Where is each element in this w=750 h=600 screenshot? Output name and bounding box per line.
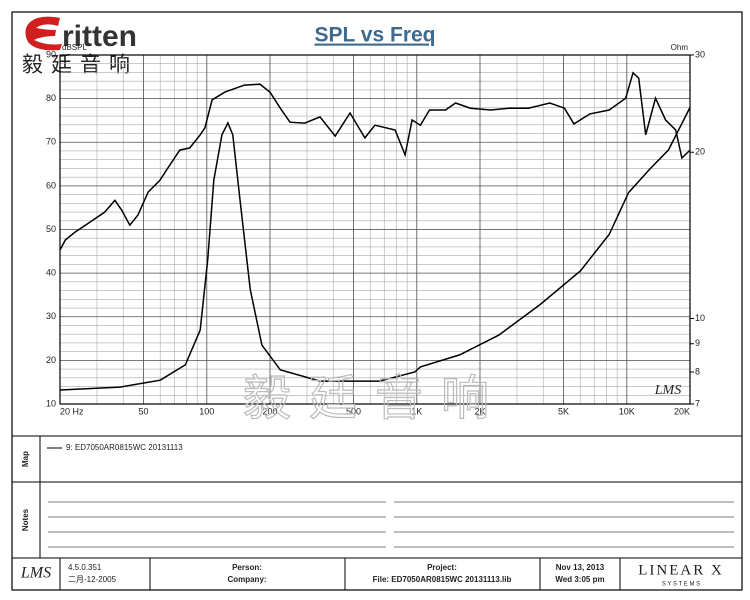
time: Wed 3:05 pm [555, 575, 604, 584]
y-tick-label: 20 [46, 355, 56, 365]
notes-lines [48, 501, 734, 548]
version: 4.5.0.351 [68, 563, 102, 572]
x-tick-label: 10K [619, 406, 635, 416]
person: Person: [232, 563, 262, 572]
y2-axis-label: Ohm [671, 43, 689, 52]
y2-tick-label: 20 [695, 147, 705, 157]
y-tick-label: 90 [46, 49, 56, 59]
chart-title: SPL vs Freq [315, 24, 436, 47]
logo-mark [25, 16, 62, 51]
legend-entry: 9: ED7050AR0815WC 20131113 [66, 443, 183, 452]
y-tick-label: 50 [46, 224, 56, 234]
date: Nov 13, 2013 [556, 563, 605, 572]
company: Company: [227, 575, 266, 584]
build-date: 二月-12-2005 [68, 575, 117, 584]
series-line [59, 71, 691, 251]
y-tick-label: 10 [46, 398, 56, 408]
y2-tick-label: 10 [695, 313, 705, 323]
logo-text: ritten [62, 20, 137, 53]
plot-frame [59, 54, 691, 405]
y-axis-label: dBSPL [62, 43, 87, 52]
y2-tick-label: 7 [695, 398, 700, 408]
x-tick-label: 50 [139, 406, 149, 416]
footer-logo: LMS [20, 565, 51, 582]
y-tick-label: 70 [46, 137, 56, 147]
x-tick-label: 20 Hz [60, 406, 84, 416]
project: Project: [427, 563, 457, 572]
y2-tick-label: 8 [695, 366, 700, 376]
logo-chinese: 毅廷音响 [22, 54, 138, 77]
notes-label: Notes [21, 508, 30, 531]
y2-tick-label: 30 [695, 49, 705, 59]
x-tick-label: 200 [262, 406, 277, 416]
y-tick-label: 30 [46, 311, 56, 321]
brand-sub: S Y S T E M S [662, 582, 700, 588]
outer-frame [11, 11, 743, 591]
y-tick-label: 80 [46, 93, 56, 103]
x-tick-label: 1K [411, 406, 422, 416]
series-line [59, 107, 691, 391]
plot: 20 Hz 50 100 200 500 1K 2K 5K 10K 20K 10 20 30 40 50 60… [46, 49, 705, 416]
x-tick-label: 100 [199, 406, 214, 416]
y-tick-label: 60 [46, 180, 56, 190]
x-tick-label: 5K [558, 406, 569, 416]
y2-tick-label: 9 [695, 338, 700, 348]
brand: LINEAR X [638, 562, 724, 578]
watermark: 毅廷音响 [243, 373, 507, 426]
x-tick-label: 2K [474, 406, 485, 416]
map-label: Map [21, 451, 30, 467]
y-tick-label: 40 [46, 268, 56, 278]
x-tick-label: 20K [674, 406, 690, 416]
x-tick-label: 500 [346, 406, 361, 416]
plot-logo: LMS [654, 383, 681, 398]
file: File: ED7050AR0815WC 20131113.lib [373, 575, 512, 584]
footer-dividers [59, 558, 621, 590]
